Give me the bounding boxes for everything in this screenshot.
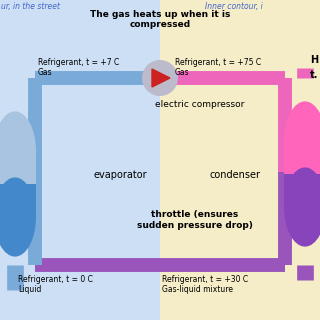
Text: t.: t. [310,70,318,80]
Text: H: H [310,55,318,65]
Text: Refrigerant, t = +75 C
Gas: Refrigerant, t = +75 C Gas [175,58,261,77]
Text: evaporator: evaporator [93,170,147,180]
Text: Refrigerant, t = 0 C
Liquid: Refrigerant, t = 0 C Liquid [18,275,93,294]
Bar [0,184,36,217]
Ellipse shape [0,111,36,191]
Bar [284,141,320,174]
Text: Inner contour, i: Inner contour, i [205,2,263,11]
Ellipse shape [284,101,320,180]
Bar [284,174,320,207]
Bar [160,0,320,320]
Ellipse shape [284,167,320,247]
Text: Refrigerant, t = +30 C
Gas-liquid mixture: Refrigerant, t = +30 C Gas-liquid mixtur… [162,275,248,294]
Text: condenser: condenser [210,170,260,180]
Text: ur, in the street: ur, in the street [1,2,60,11]
Bar [0,151,36,184]
Text: The gas heats up when it is
compressed: The gas heats up when it is compressed [90,10,230,29]
Bar [0,0,160,320]
Circle shape [142,60,178,96]
Text: electric compressor: electric compressor [155,100,245,109]
Text: Refrigerant, t = +7 C
Gas: Refrigerant, t = +7 C Gas [38,58,119,77]
Text: throttle (ensures
sudden pressure drop): throttle (ensures sudden pressure drop) [137,210,253,230]
Ellipse shape [0,177,36,257]
Polygon shape [152,69,170,87]
